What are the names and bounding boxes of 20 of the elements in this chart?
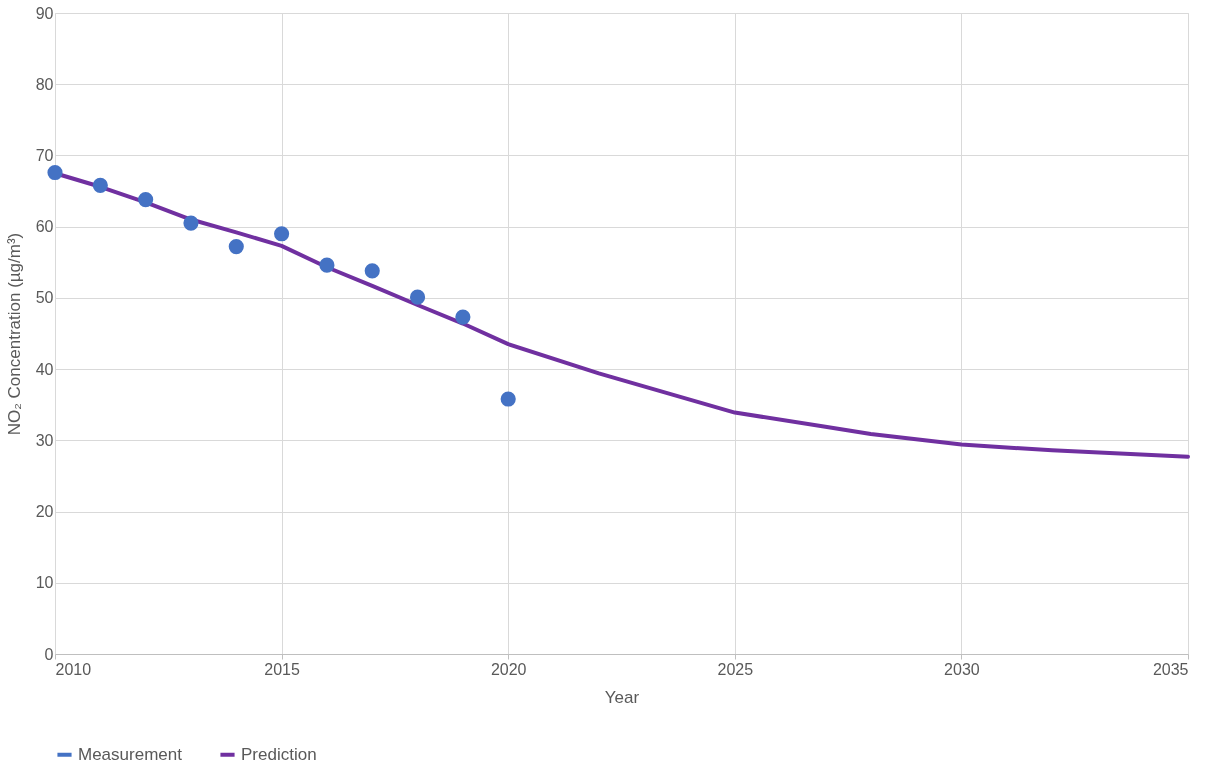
x-tick-label: 2015 — [264, 660, 300, 678]
y-tick-label: 30 — [35, 431, 54, 449]
y-tick-label: 40 — [35, 360, 54, 378]
x-tick-label: 2020 — [490, 660, 527, 678]
x-tick-label: 2025 — [717, 660, 754, 678]
legend-label: Prediction — [241, 744, 317, 764]
legend-label: Measurement — [78, 744, 183, 764]
x-tick-label: 2035 — [1152, 660, 1189, 678]
x-axis-title: Year — [604, 687, 640, 707]
y-tick-label: 90 — [35, 4, 54, 22]
x-tick-label: 2030 — [944, 660, 980, 678]
x-tick-label: 2010 — [55, 660, 92, 678]
y-tick-label: 60 — [35, 218, 54, 236]
y-tick-label: 10 — [35, 574, 54, 592]
y-axis-title: NO₂ Concentration (µg/m³) — [4, 232, 24, 436]
y-tick-label: 70 — [35, 146, 54, 164]
y-tick-label: 0 — [44, 645, 54, 663]
y-tick-label: 80 — [35, 75, 54, 93]
y-tick-label: 20 — [35, 503, 54, 521]
y-tick-label: 50 — [35, 289, 54, 307]
